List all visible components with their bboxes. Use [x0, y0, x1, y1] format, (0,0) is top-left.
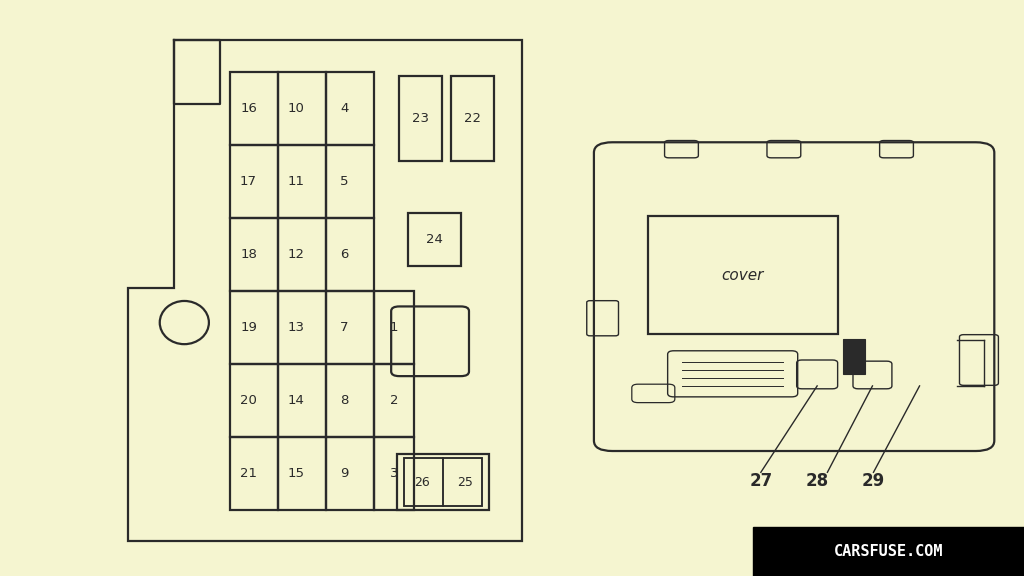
Bar: [451, 76, 494, 161]
Bar: [230, 437, 279, 510]
Bar: [404, 458, 482, 506]
Text: 28: 28: [806, 472, 828, 490]
Bar: [279, 437, 326, 510]
Bar: [408, 213, 461, 266]
Bar: [374, 437, 415, 510]
Text: 27: 27: [750, 472, 772, 490]
Text: 6: 6: [340, 248, 348, 261]
Bar: [326, 72, 374, 145]
Bar: [279, 145, 326, 218]
Bar: [326, 364, 374, 437]
Bar: [279, 364, 326, 437]
Bar: [279, 72, 326, 145]
Text: 9: 9: [340, 467, 348, 480]
Text: 25: 25: [457, 476, 472, 488]
Text: 15: 15: [288, 467, 305, 480]
Bar: [279, 291, 326, 364]
Text: cover: cover: [722, 267, 764, 283]
Bar: [326, 218, 374, 291]
Text: 21: 21: [240, 467, 257, 480]
Bar: [230, 145, 279, 218]
Text: 16: 16: [240, 102, 257, 115]
Bar: [326, 291, 374, 364]
Text: 26: 26: [415, 476, 430, 488]
Bar: [279, 218, 326, 291]
Text: 7: 7: [340, 321, 348, 334]
Text: 11: 11: [288, 175, 305, 188]
Bar: [648, 216, 838, 334]
Text: 4: 4: [340, 102, 348, 115]
Text: 22: 22: [464, 112, 480, 125]
Bar: [326, 145, 374, 218]
Bar: [230, 218, 279, 291]
Text: 20: 20: [240, 394, 257, 407]
Text: 14: 14: [288, 394, 305, 407]
Text: 5: 5: [340, 175, 348, 188]
Bar: [374, 364, 415, 437]
Bar: [374, 291, 415, 364]
Text: 1: 1: [390, 321, 398, 334]
Text: 2: 2: [390, 394, 398, 407]
Bar: [230, 364, 279, 437]
Text: 19: 19: [240, 321, 257, 334]
Text: 17: 17: [240, 175, 257, 188]
Text: 10: 10: [288, 102, 305, 115]
Text: 3: 3: [390, 467, 398, 480]
Text: 23: 23: [413, 112, 429, 125]
Bar: [230, 72, 279, 145]
Text: 8: 8: [340, 394, 348, 407]
Bar: [843, 339, 865, 374]
Bar: [399, 76, 442, 161]
Text: 18: 18: [240, 248, 257, 261]
Text: 12: 12: [288, 248, 305, 261]
Text: CARSFUSE.COM: CARSFUSE.COM: [835, 544, 943, 559]
Bar: [753, 527, 1024, 576]
Text: 29: 29: [862, 472, 885, 490]
Bar: [397, 454, 489, 510]
Bar: [326, 437, 374, 510]
Bar: [230, 291, 279, 364]
Text: 13: 13: [288, 321, 305, 334]
Text: 24: 24: [426, 233, 442, 246]
